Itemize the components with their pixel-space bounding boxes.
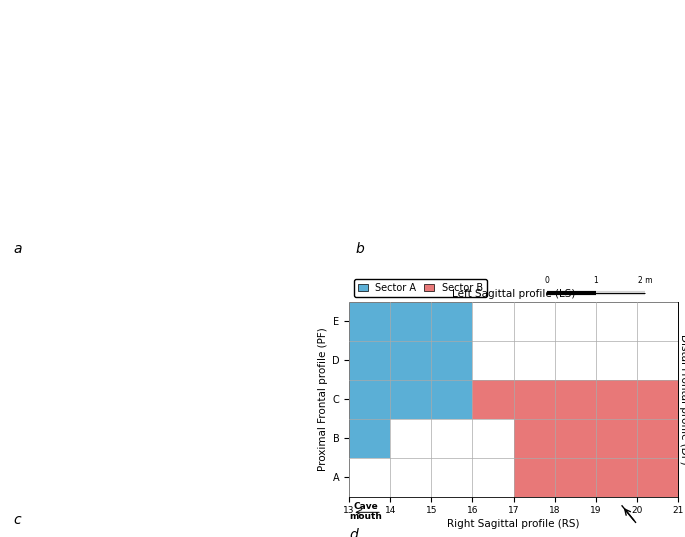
Text: b: b (356, 242, 364, 256)
Bar (555, 418, 678, 497)
Bar (349, 301, 390, 458)
Text: d: d (349, 528, 358, 537)
Y-axis label: Distal Frontal profile (DF): Distal Frontal profile (DF) (680, 333, 685, 465)
Text: Cave
mouth: Cave mouth (349, 502, 382, 521)
Text: c: c (14, 512, 21, 526)
Text: 2 m: 2 m (638, 276, 653, 285)
Bar (555, 380, 678, 418)
Bar (514, 380, 555, 497)
Title: Left Sagittal profile (LS): Left Sagittal profile (LS) (452, 289, 575, 299)
Text: 0: 0 (544, 276, 549, 285)
Text: 1: 1 (593, 276, 598, 285)
X-axis label: Right Sagittal profile (RS): Right Sagittal profile (RS) (447, 519, 580, 529)
Text: a: a (14, 242, 22, 256)
Bar (473, 380, 514, 418)
Legend: Sector A, Sector B: Sector A, Sector B (354, 279, 486, 296)
Bar (349, 301, 473, 418)
Y-axis label: Proximal Frontal profile (PF): Proximal Frontal profile (PF) (318, 327, 327, 471)
